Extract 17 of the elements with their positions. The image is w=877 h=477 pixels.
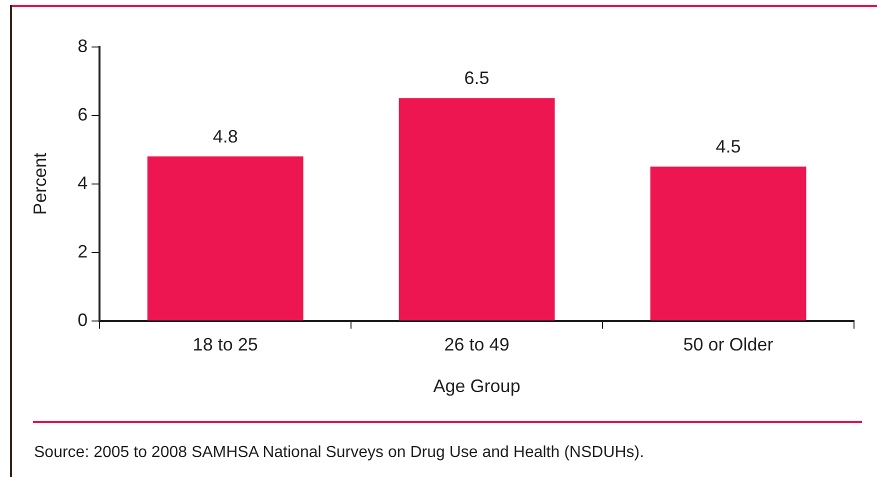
data-label: 4.8 <box>212 126 238 146</box>
x-axis-title: Age Group <box>433 376 520 396</box>
x-tick-label: 50 or Older <box>683 334 774 355</box>
y-tick-label: 2 <box>78 241 88 262</box>
y-tick-label: 0 <box>78 310 88 330</box>
source-note: Source: 2005 to 2008 SAMHSA National Surveys on Drug Use and Health (NSDUHs). <box>34 444 644 462</box>
bar <box>398 98 555 320</box>
x-tick-label: 26 to 49 <box>444 334 510 355</box>
y-axis-title: Percent <box>30 152 50 215</box>
data-label: 6.5 <box>464 68 490 88</box>
data-label: 4.5 <box>716 136 741 157</box>
y-tick-label: 6 <box>78 104 88 124</box>
y-tick-label: 4 <box>78 172 88 193</box>
y-tick-label: 8 <box>78 36 88 56</box>
x-tick-label: 18 to 25 <box>192 334 258 355</box>
bar <box>650 166 806 320</box>
bar <box>147 156 304 320</box>
